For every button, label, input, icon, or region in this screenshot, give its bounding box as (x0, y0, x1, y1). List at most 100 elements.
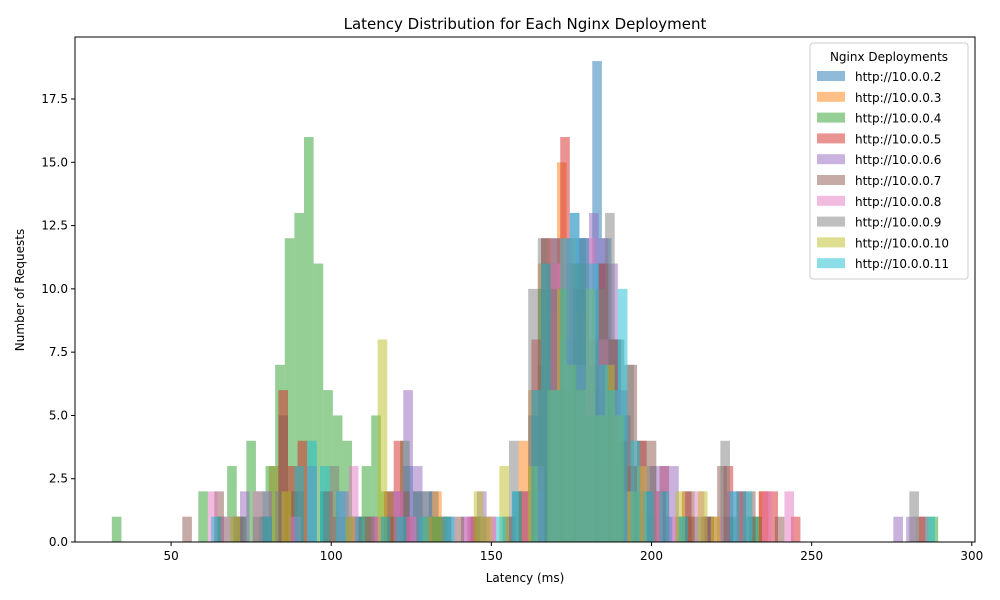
legend-item: http://10.0.0.5 (817, 132, 941, 146)
histogram-bar (384, 491, 394, 542)
legend: Nginx Deployments http://10.0.0.2http://… (809, 42, 969, 280)
histogram-bar (252, 491, 263, 542)
legend-label: http://10.0.0.2 (855, 70, 941, 84)
legend-label: http://10.0.0.5 (855, 132, 941, 146)
legend-swatch (817, 71, 845, 81)
histogram-bar (685, 491, 695, 542)
histogram-bar (608, 390, 618, 542)
histogram-bar (371, 516, 381, 542)
histogram-bar (521, 491, 532, 542)
histogram-bar (294, 212, 305, 542)
legend-swatch (817, 175, 845, 185)
histogram-bar (624, 364, 634, 542)
histogram-bar (198, 491, 208, 542)
histogram-bar (214, 491, 224, 542)
legend-label: http://10.0.0.8 (855, 195, 941, 209)
histogram-bar (464, 516, 474, 542)
legend-label: http://10.0.0.6 (855, 153, 941, 167)
histogram-bar (710, 516, 721, 542)
histogram-bar (227, 466, 237, 542)
histogram-bar (182, 516, 192, 542)
legend-item: http://10.0.0.4 (817, 112, 941, 126)
x-tick-label: 250 (800, 549, 823, 563)
histogram-bar (111, 516, 122, 542)
legend-item: http://10.0.0.10 (817, 236, 949, 250)
histogram-bar (579, 238, 590, 543)
histogram-bar (336, 491, 346, 542)
legend-swatch (817, 258, 845, 269)
histogram-bar (617, 288, 628, 542)
legend-swatch (817, 195, 845, 206)
histogram-bar (704, 516, 714, 542)
histogram-bar (329, 466, 340, 542)
legend-label: http://10.0.0.9 (855, 216, 941, 230)
histogram-bar (355, 516, 365, 542)
legend-swatch (817, 91, 845, 102)
histogram-bar (925, 516, 935, 542)
histogram-bar (371, 415, 381, 542)
histogram-bar (262, 516, 272, 542)
histogram-bar (220, 516, 231, 542)
histogram-bar (377, 339, 388, 542)
histogram-bar (697, 491, 708, 542)
histogram-bar (742, 491, 753, 542)
histogram-bar (915, 516, 926, 542)
histogram-bar (345, 516, 356, 542)
histogram-bar (207, 491, 218, 542)
x-tick-label: 50 (163, 549, 178, 563)
y-tick-label: 7.5 (49, 345, 68, 359)
legend-label: http://10.0.0.10 (855, 236, 949, 250)
histogram-bar (262, 491, 272, 542)
histogram-bar (637, 466, 647, 542)
x-tick-label: 150 (480, 549, 503, 563)
y-tick-label: 10.0 (41, 282, 68, 296)
legend-label: http://10.0.0.7 (855, 174, 941, 188)
histogram-bar (653, 491, 663, 542)
histogram-bar (678, 516, 689, 542)
histogram-bar (560, 238, 570, 543)
x-tick-label: 200 (640, 549, 663, 563)
legend-label: http://10.0.0.11 (855, 257, 949, 271)
histogram-bar (454, 516, 465, 542)
histogram-bar (230, 516, 240, 542)
histogram-bar (275, 491, 285, 542)
y-tick-label: 2.5 (49, 472, 68, 486)
histogram-bar (569, 212, 580, 542)
histogram-bar (729, 491, 740, 542)
histogram-bar (419, 516, 429, 542)
plot-frame (74, 36, 976, 543)
legend-label: http://10.0.0.4 (855, 112, 941, 126)
histogram-bar (643, 491, 654, 542)
y-axis: 0.0 2.5 5.0 7.5 10.0 12.5 15.0 17.5 (41, 92, 75, 549)
x-axis-label: Latency (ms) (486, 571, 565, 585)
y-axis-label: Number of Requests (13, 229, 27, 351)
histogram-bar (473, 491, 484, 542)
histogram-bar (444, 516, 455, 542)
histogram-bar (412, 466, 423, 542)
histogram-bar (313, 263, 324, 542)
bars-layer (111, 61, 939, 543)
histogram-bar (400, 491, 410, 542)
legend-item: http://10.0.0.2 (817, 70, 941, 84)
histogram-bar (284, 238, 295, 543)
histogram-bar (496, 516, 506, 542)
legend-swatch (817, 154, 845, 165)
histogram-bar (361, 466, 372, 542)
histogram-bar (246, 440, 256, 542)
legend-item: http://10.0.0.9 (817, 216, 941, 230)
legend-label: http://10.0.0.3 (855, 91, 941, 105)
histogram-bar (675, 491, 686, 542)
histogram-bar (211, 516, 221, 542)
legend-swatch (817, 237, 845, 248)
histogram-bar (236, 516, 247, 542)
histogram-bar (909, 491, 919, 542)
histogram-bar (422, 491, 433, 542)
y-tick-label: 0.0 (49, 535, 68, 549)
histogram-bar (784, 491, 795, 542)
histogram-bar (307, 440, 317, 542)
histogram-bar (659, 491, 670, 542)
histogram-bar (762, 491, 772, 542)
histogram-bar (669, 466, 679, 542)
histogram-bar (736, 491, 746, 542)
